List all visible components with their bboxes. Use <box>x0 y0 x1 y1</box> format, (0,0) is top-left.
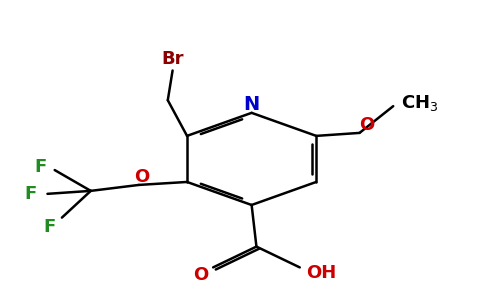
Text: F: F <box>34 158 46 176</box>
Text: O: O <box>134 169 149 187</box>
Text: CH$_3$: CH$_3$ <box>401 93 439 113</box>
Text: F: F <box>44 218 56 236</box>
Text: OH: OH <box>306 264 336 282</box>
Text: O: O <box>359 116 375 134</box>
Text: Br: Br <box>161 50 184 68</box>
Text: O: O <box>194 266 209 284</box>
Text: N: N <box>243 95 260 114</box>
Text: F: F <box>25 185 37 203</box>
